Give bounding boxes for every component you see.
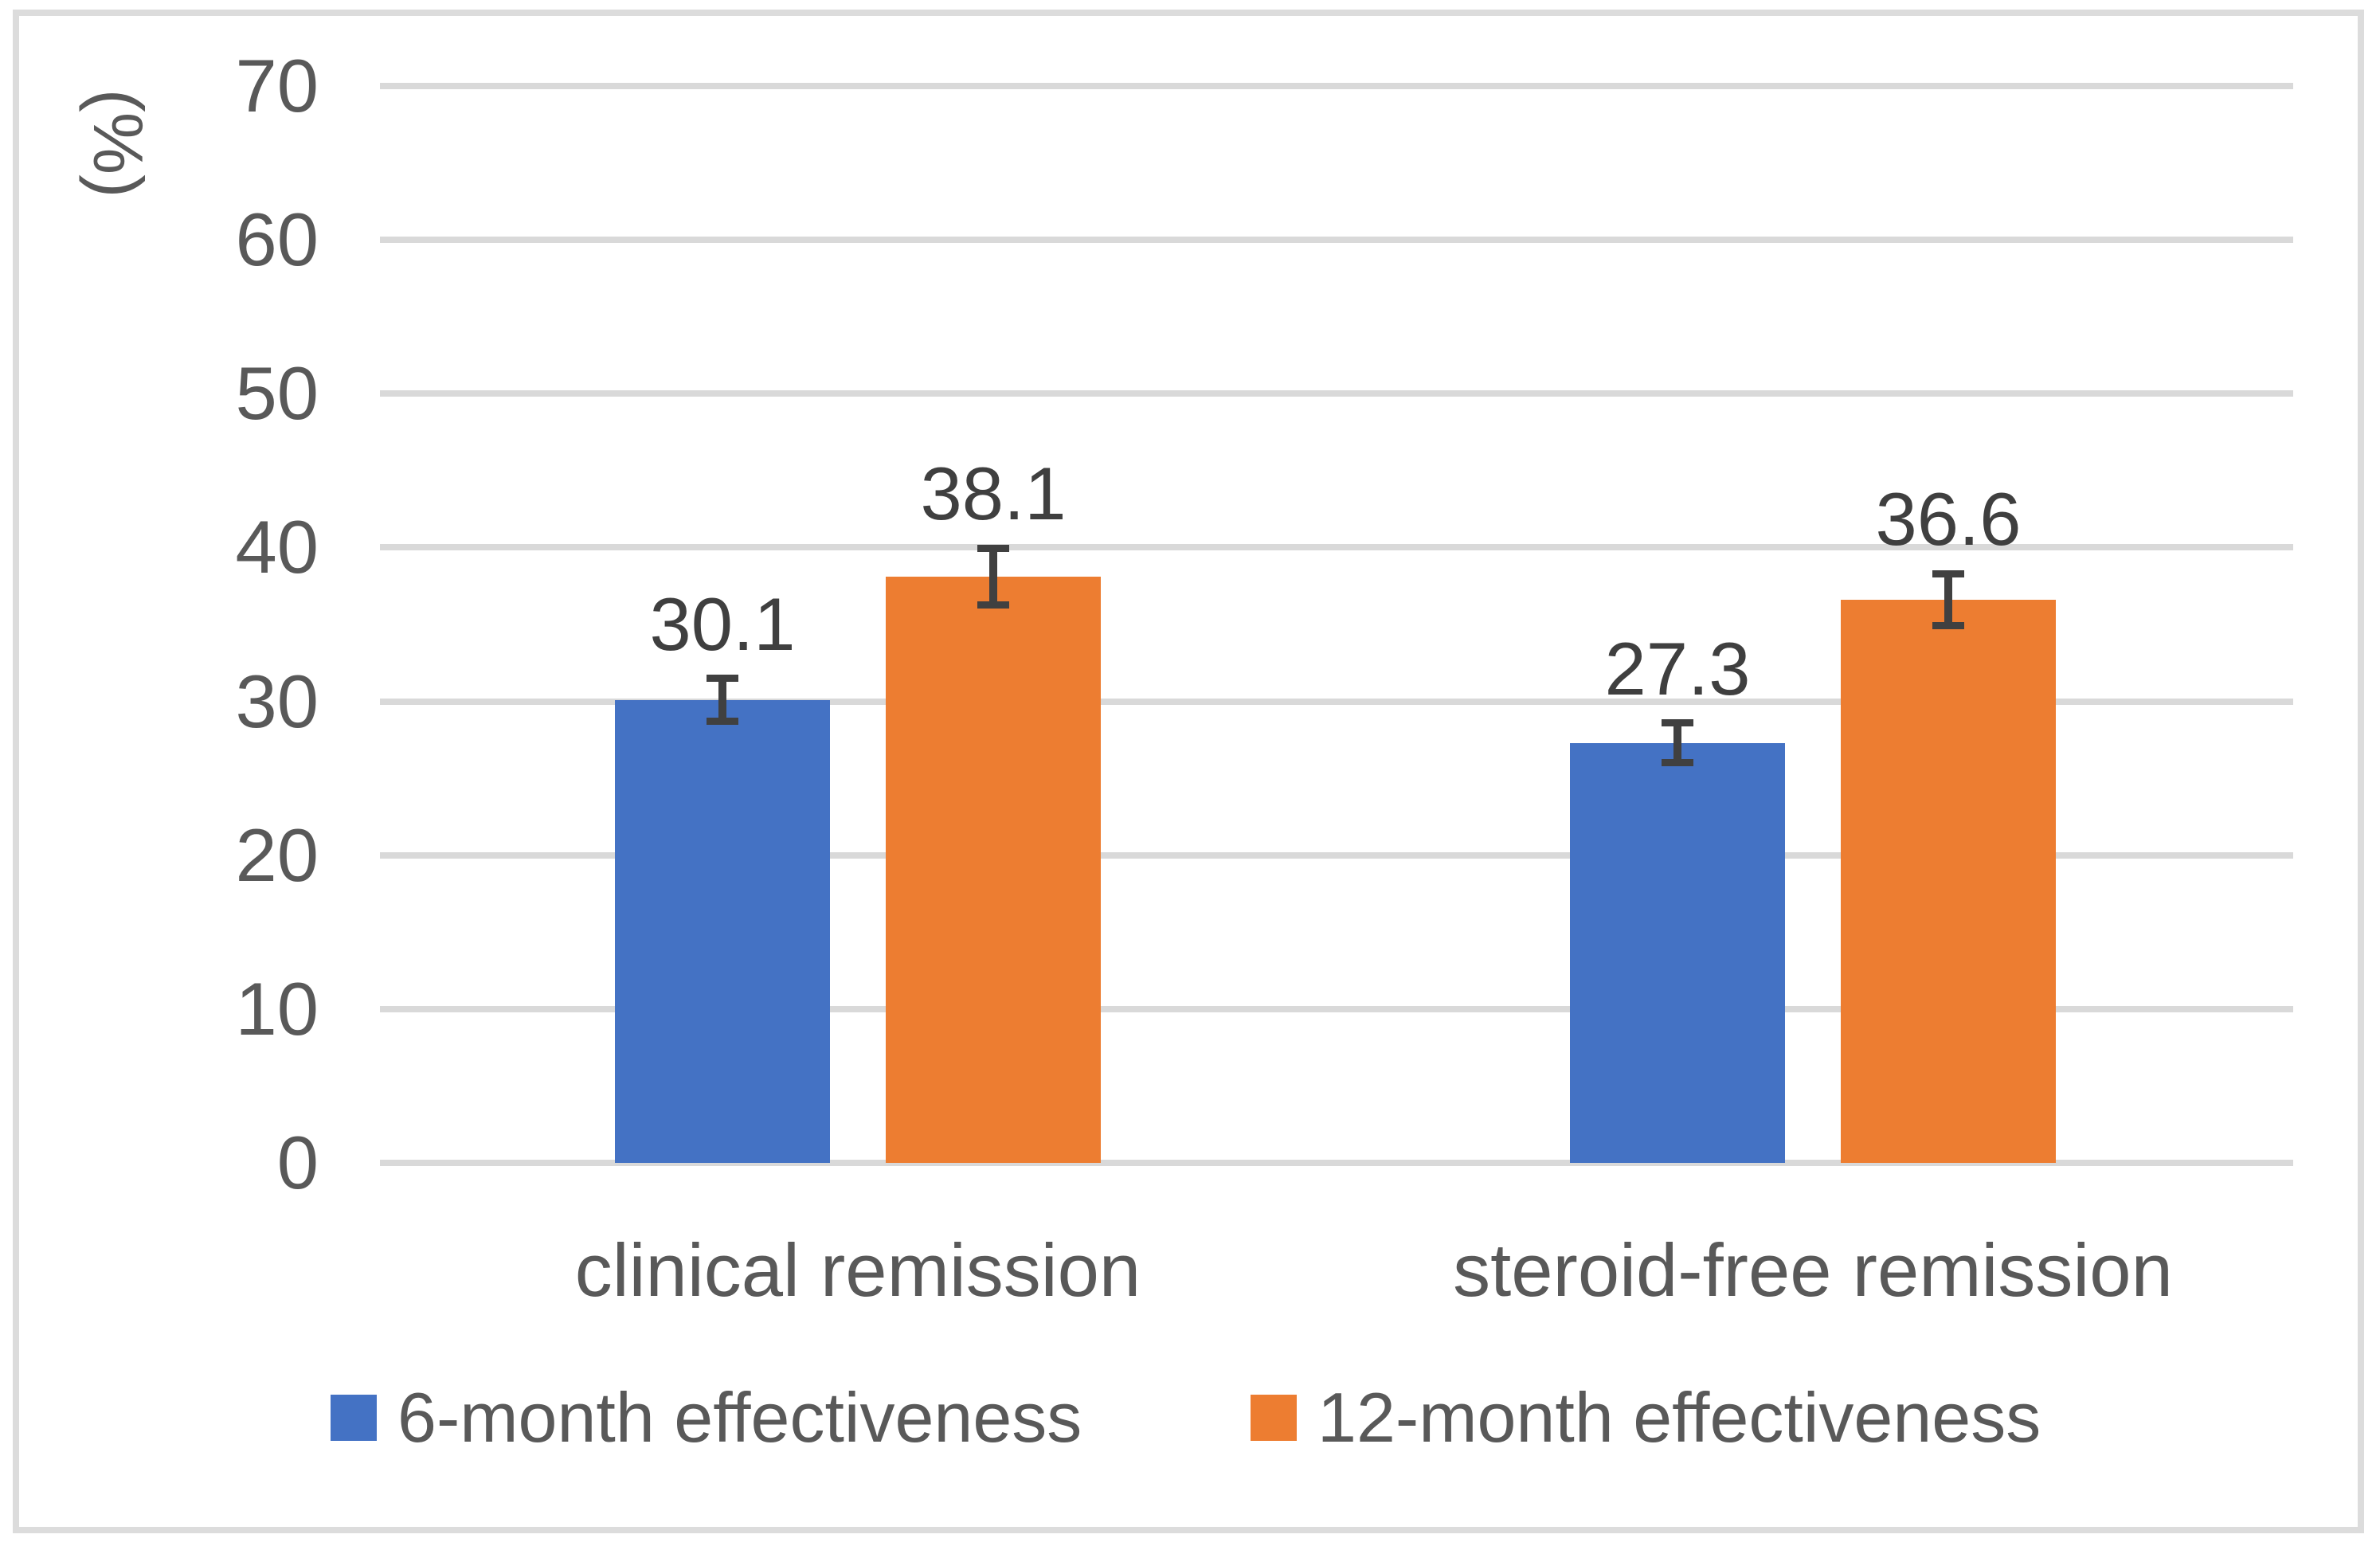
bar-steroid-free-remission-12-month	[1841, 600, 2056, 1163]
bar-value-label: 36.6	[1875, 477, 2022, 562]
y-tick-label: 20	[235, 812, 319, 897]
bar-value-label: 38.1	[920, 452, 1067, 536]
gridline	[380, 237, 2293, 244]
x-category-label: steroid-free remission	[1453, 1228, 2173, 1312]
error-bar-cap	[1932, 622, 1964, 630]
legend-label-12-month: 12-month effectiveness	[1317, 1378, 2041, 1457]
y-tick-label: 30	[235, 659, 319, 743]
error-bar-cap	[977, 544, 1009, 552]
error-bar-cap	[1662, 759, 1693, 767]
gridline	[380, 390, 2293, 397]
error-bar-cap	[1932, 569, 1964, 577]
legend-swatch-12-month	[1251, 1395, 1297, 1441]
error-bar-whisker	[1673, 722, 1681, 763]
x-category-label: clinical remission	[574, 1228, 1141, 1312]
error-bar-cap	[707, 675, 738, 683]
y-tick-label: 10	[235, 966, 319, 1051]
bar-value-label: 30.1	[649, 581, 796, 666]
legend-swatch-6-month	[331, 1395, 377, 1441]
y-tick-label: 0	[276, 1121, 319, 1204]
error-bar-whisker	[1944, 573, 1952, 626]
error-bar-cap	[707, 718, 738, 726]
error-bar-whisker	[718, 678, 726, 722]
gridline	[380, 698, 2293, 705]
gridline	[380, 851, 2293, 859]
error-bar-cap	[1662, 719, 1693, 727]
bar-clinical-remission-12-month	[886, 577, 1101, 1163]
legend-item-6-month: 6-month effectiveness	[331, 1378, 1082, 1457]
bar-value-label: 27.3	[1604, 626, 1751, 710]
legend-item-12-month: 12-month effectiveness	[1251, 1378, 2041, 1457]
gridline	[380, 1005, 2293, 1012]
legend-label-6-month: 6-month effectiveness	[397, 1378, 1082, 1457]
error-bar-whisker	[989, 548, 997, 605]
error-bar-cap	[977, 601, 1009, 609]
y-tick-label: 70	[235, 44, 319, 128]
gridline	[380, 544, 2293, 551]
bar-clinical-remission-6-month	[615, 699, 830, 1163]
gridline	[380, 1160, 2293, 1166]
y-tick-label: 50	[235, 351, 319, 436]
y-tick-label: 40	[235, 505, 319, 589]
gridline	[380, 83, 2293, 90]
y-tick-label: 60	[235, 198, 319, 282]
bar-steroid-free-remission-6-month	[1570, 742, 1785, 1163]
